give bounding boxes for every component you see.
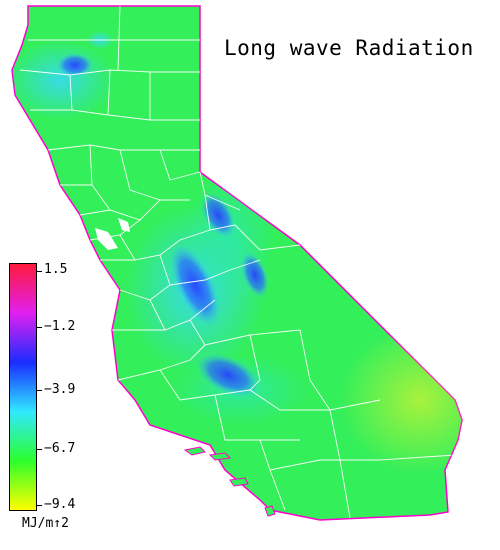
channel-island-2 — [208, 452, 232, 461]
map-title: Long wave Radiation — [224, 36, 474, 60]
tick-mark-4 — [37, 449, 42, 450]
county-boundaries — [19, 6, 456, 519]
tick-mark-2 — [37, 327, 42, 328]
colorbar-tick-label: −9.4 — [44, 497, 76, 512]
channel-island-4 — [264, 505, 276, 517]
colorbar-tick-label: −3.9 — [44, 382, 76, 397]
colorbar-tick-label: −6.7 — [44, 441, 76, 456]
channel-island-1 — [183, 446, 206, 456]
shasta-blue-zone — [57, 53, 93, 77]
san-francisco-bay — [95, 228, 118, 250]
colorbar-unit: MJ/m↑2 — [22, 516, 69, 531]
colorbar — [9, 263, 37, 511]
colorbar-tick-label: −1.2 — [44, 319, 76, 334]
tick-mark-5 — [37, 505, 42, 506]
north-coast-zone — [12, 40, 115, 120]
southeast-desert-zone — [340, 325, 462, 475]
tick-mark-3 — [37, 390, 42, 391]
southern-blue-zone — [196, 353, 260, 397]
channel-island-3 — [229, 477, 249, 487]
delta-water — [118, 218, 130, 232]
colorbar-tick-label: 1.5 — [44, 262, 68, 277]
tick-mark-1 — [37, 271, 42, 272]
